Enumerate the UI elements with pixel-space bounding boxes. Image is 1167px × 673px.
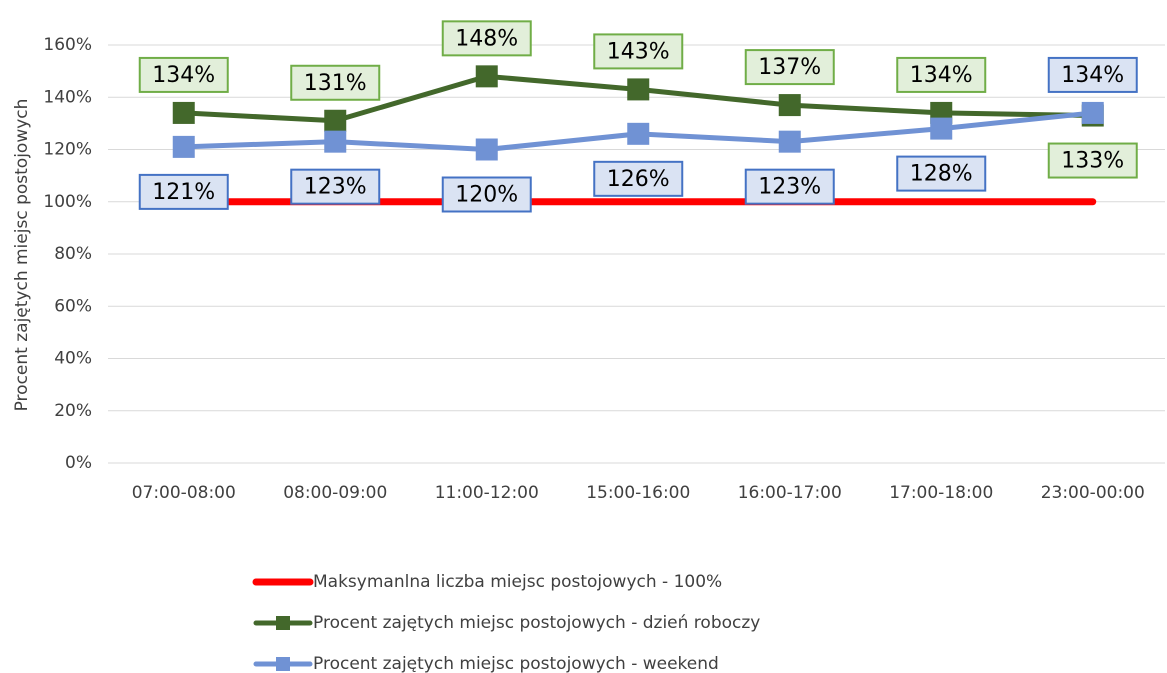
marker <box>930 117 953 140</box>
marker <box>778 94 801 117</box>
data-label: 134% <box>1061 63 1124 88</box>
label-box <box>441 176 532 213</box>
x-tick-label: 07:00-08:00 <box>132 483 236 503</box>
y-tick-label: 120% <box>43 140 92 160</box>
label-box <box>290 64 381 101</box>
x-tick-label: 15:00-16:00 <box>586 483 690 503</box>
marker <box>627 122 650 145</box>
marker <box>627 78 650 101</box>
data-label: 137% <box>758 55 821 80</box>
x-tick-label: 11:00-12:00 <box>435 483 539 503</box>
data-label: 120% <box>455 183 518 208</box>
legend-label: Maksymanlna liczba miejsc postojowych - … <box>313 572 722 592</box>
label-box <box>1047 142 1138 179</box>
label-box <box>593 33 684 70</box>
data-label: 143% <box>607 39 670 64</box>
marker <box>172 101 195 124</box>
y-tick-label: 160% <box>43 35 92 55</box>
x-tick-label: 08:00-09:00 <box>283 483 387 503</box>
y-tick-label: 40% <box>54 349 92 369</box>
label-box <box>744 168 835 205</box>
data-label: 123% <box>304 175 367 200</box>
y-tick-label: 80% <box>54 244 92 264</box>
y-tick-label: 100% <box>43 192 92 212</box>
y-axis-label: Procent zajętych miejsc postojowych <box>12 99 32 412</box>
marker <box>1081 101 1104 124</box>
legend-label: Procent zajętych miejsc postojowych - we… <box>313 654 719 673</box>
marker <box>172 135 195 158</box>
data-label: 134% <box>910 63 973 88</box>
data-label: 123% <box>758 175 821 200</box>
marker <box>324 109 347 132</box>
marker <box>475 65 498 88</box>
legend-marker <box>276 657 290 671</box>
legend-marker <box>276 616 290 630</box>
data-label: 128% <box>910 162 973 187</box>
marker <box>778 130 801 153</box>
x-tick-label: 23:00-00:00 <box>1041 483 1145 503</box>
data-label: 133% <box>1061 149 1124 174</box>
x-tick-label: 17:00-18:00 <box>889 483 993 503</box>
label-box <box>138 56 229 93</box>
legend-label: Procent zajętych miejsc postojowych - dz… <box>313 613 760 633</box>
data-label: 121% <box>152 180 215 205</box>
data-label: 134% <box>152 63 215 88</box>
y-tick-label: 60% <box>54 296 92 316</box>
data-label: 126% <box>607 167 670 192</box>
x-tick-label: 16:00-17:00 <box>738 483 842 503</box>
y-tick-label: 140% <box>43 87 92 107</box>
marker <box>475 138 498 161</box>
label-box <box>593 160 684 197</box>
label-box <box>744 49 835 86</box>
y-tick-label: 0% <box>65 453 92 473</box>
marker <box>324 130 347 153</box>
label-box <box>138 173 229 210</box>
label-box <box>896 56 987 93</box>
label-box <box>441 20 532 57</box>
data-label: 131% <box>304 71 367 96</box>
label-box <box>290 168 381 205</box>
label-box <box>896 155 987 192</box>
data-label: 148% <box>455 26 518 51</box>
label-box <box>1047 56 1138 93</box>
y-tick-label: 20% <box>54 401 92 421</box>
